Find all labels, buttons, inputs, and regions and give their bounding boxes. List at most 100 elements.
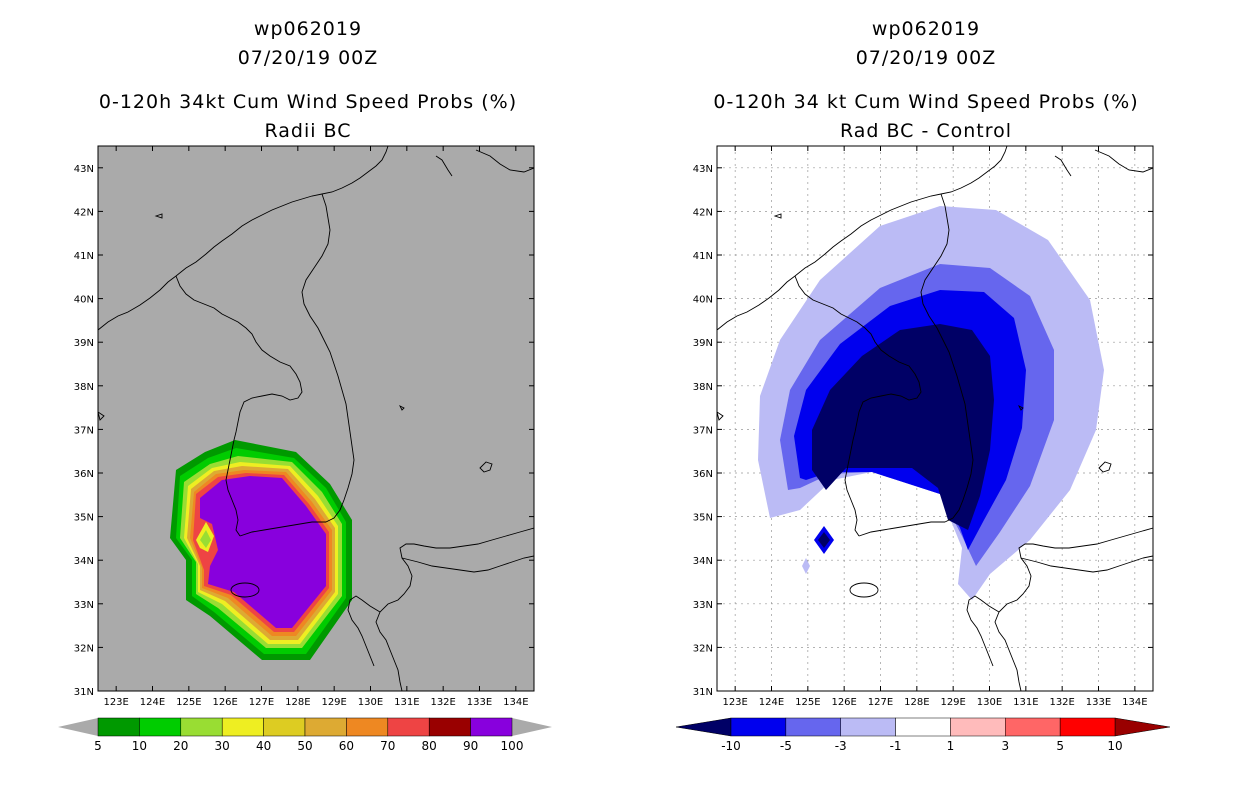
right-x-tick-label: 123E (722, 697, 747, 708)
left-chart-title: 0-120h 34kt Cum Wind Speed Probs (%) (98, 91, 518, 113)
right-storm-id: wp062019 (871, 18, 981, 40)
right-map: 123E 124E 125E 126E 127E 128E 129E 130E 131E 132E… (675, 145, 1171, 753)
left-y-tick-label: 37N (74, 425, 94, 436)
left-legend-swatch (428, 717, 471, 737)
left-x-tick-label: 126E (212, 697, 237, 708)
left-y-tick-label: 36N (74, 469, 94, 480)
right-legend-swatch (950, 717, 1006, 737)
left-datetime: 07/20/19 00Z (237, 47, 379, 69)
left-legend-swatch (346, 717, 389, 737)
left-y-tick-label: 33N (74, 600, 94, 611)
left-y-tick-label: 32N (74, 643, 94, 654)
left-legend-swatch (180, 717, 223, 737)
right-x-tick-label: 126E (831, 697, 856, 708)
left-y-tick-label: 39N (74, 338, 94, 349)
left-x-tick-label: 124E (140, 697, 165, 708)
left-legend-label: 80 (422, 739, 437, 753)
left-legend-label: 10 (132, 739, 147, 753)
right-legend-swatch (895, 717, 951, 737)
right-x-tick-label: 127E (868, 697, 893, 708)
right-legend-under-arrow (675, 717, 732, 737)
left-legend-swatch (470, 717, 513, 737)
right-y-tick-label: 39N (693, 338, 713, 349)
right-y-tick-label: 38N (693, 382, 713, 393)
right-legend-label: -3 (835, 739, 847, 753)
right-axes: 123E 124E 125E 126E 127E 128E 129E 130E 131E 132E… (693, 146, 1153, 708)
right-x-tick-label: 130E (977, 697, 1002, 708)
left-prob-field (170, 440, 352, 660)
right-legend-label: 3 (1001, 739, 1009, 753)
right-x-tick-label: 131E (1013, 697, 1038, 708)
left-y-tick-label: 38N (74, 382, 94, 393)
left-x-tick-label: 131E (394, 697, 419, 708)
right-datetime: 07/20/19 00Z (855, 47, 997, 69)
left-map: 123E 124E 125E 126E 127E 128E 129E 130E 131E 132E… (58, 145, 552, 753)
left-y-tick-label: 35N (74, 513, 94, 524)
right-legend: -10 -5 -3 -1 1 3 5 10 (675, 717, 1171, 753)
left-legend-label: 90 (463, 739, 478, 753)
left-y-tick-label: 40N (74, 295, 94, 306)
left-y-tick-label: 31N (74, 687, 94, 698)
left-legend-label: 50 (297, 739, 312, 753)
left-legend-label: 70 (380, 739, 395, 753)
left-legend-over-arrow (512, 718, 552, 736)
left-legend-swatch (97, 717, 140, 737)
left-x-tick-label: 133E (467, 697, 492, 708)
left-y-tick-label: 43N (74, 164, 94, 175)
right-x-tick-label: 128E (904, 697, 929, 708)
right-y-tick-label: 32N (693, 643, 713, 654)
right-legend-swatch (730, 717, 787, 737)
right-x-tick-label: 125E (795, 697, 820, 708)
right-legend-label: 10 (1107, 739, 1122, 753)
left-axes: 123E 124E 125E 126E 127E 128E 129E 130E 131E 132E… (74, 146, 534, 708)
right-legend-over-arrow (1114, 717, 1171, 737)
left-x-tick-label: 134E (503, 697, 528, 708)
left-y-tick-label: 34N (74, 556, 94, 567)
left-legend-label: 60 (339, 739, 354, 753)
right-legend-label: -1 (890, 739, 902, 753)
left-x-tick-label: 130E (358, 697, 383, 708)
left-y-tick-label: 41N (74, 251, 94, 262)
right-y-tick-label: 31N (693, 687, 713, 698)
left-legend-under-arrow (58, 718, 98, 736)
left-x-tick-label: 128E (285, 697, 310, 708)
right-legend-swatch (1005, 717, 1061, 737)
right-legend-label: 5 (1056, 739, 1064, 753)
left-legend-label: 20 (173, 739, 188, 753)
right-x-tick-label: 124E (759, 697, 784, 708)
right-y-tick-label: 35N (693, 513, 713, 524)
right-x-tick-label: 133E (1086, 697, 1111, 708)
left-storm-id: wp062019 (253, 18, 363, 40)
right-legend-swatch (1059, 717, 1116, 737)
right-legend-label: -5 (780, 739, 792, 753)
left-legend-label: 5 (94, 739, 102, 753)
left-legend-swatch (263, 717, 306, 737)
right-y-tick-label: 34N (693, 556, 713, 567)
left-x-tick-label: 132E (430, 697, 455, 708)
right-legend-label: -10 (721, 739, 741, 753)
right-y-tick-label: 42N (693, 207, 713, 218)
right-legend-swatch (840, 717, 896, 737)
left-legend-label: 30 (215, 739, 230, 753)
left-legend-label: 100 (501, 739, 524, 753)
left-x-tick-label: 127E (249, 697, 274, 708)
right-y-tick-label: 41N (693, 251, 713, 262)
left-legend-swatch (139, 717, 182, 737)
right-chart-title: 0-120h 34 kt Cum Wind Speed Probs (%) (713, 91, 1139, 113)
right-y-tick-label: 40N (693, 295, 713, 306)
left-chart-subtitle: Radii BC (264, 120, 352, 142)
right-legend-swatch (785, 717, 841, 737)
left-legend-swatch (387, 717, 430, 737)
left-x-tick-label: 125E (176, 697, 201, 708)
right-legend-label: 1 (947, 739, 955, 753)
left-legend-swatch (304, 717, 347, 737)
left-y-tick-label: 42N (74, 207, 94, 218)
left-legend-swatch (221, 717, 264, 737)
right-chart-subtitle: Rad BC - Control (839, 120, 1013, 142)
right-y-tick-label: 33N (693, 600, 713, 611)
right-x-tick-label: 129E (940, 697, 965, 708)
right-x-tick-label: 134E (1122, 697, 1147, 708)
left-x-tick-label: 123E (103, 697, 128, 708)
right-y-tick-label: 37N (693, 425, 713, 436)
